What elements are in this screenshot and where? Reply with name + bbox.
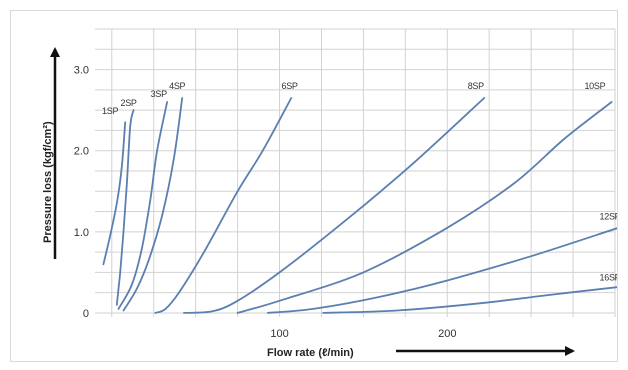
series-label-2sp: 2SP (120, 98, 136, 108)
series-line-16sp (322, 286, 617, 314)
y-tick-labels: 0 1.0 2.0 3.0 (74, 65, 89, 320)
series-label-1sp: 1SP (102, 106, 118, 116)
series-line-10sp (236, 101, 613, 314)
series-line-1sp (102, 121, 127, 266)
series-label-6sp: 6SP (282, 81, 298, 91)
x-tick-label: 200 (438, 328, 456, 340)
series-label-16sp: 16SP (600, 272, 617, 282)
series-label-12sp: 12SP (600, 212, 617, 222)
y-tick-label: 2.0 (74, 146, 89, 158)
grid (95, 28, 616, 317)
series-label-8sp: 8SP (468, 81, 484, 91)
series-line-2sp (115, 109, 135, 306)
x-axis-label: Flow rate (ℓ/min) (267, 347, 354, 359)
series-label-10sp: 10SP (584, 81, 605, 91)
y-tick-label: 1.0 (74, 227, 89, 239)
series-line-8sp (183, 97, 486, 314)
series-line-6sp (154, 97, 293, 314)
y-tick-label: 3.0 (74, 65, 89, 77)
series-line-12sp (266, 227, 617, 314)
y-tick-label: 0 (83, 308, 89, 320)
series-label-3sp: 3SP (151, 89, 167, 99)
y-axis-label: Pressure loss (kgf/cm²) (42, 121, 54, 243)
series-lines (102, 97, 617, 314)
x-tick-label: 100 (270, 328, 288, 340)
series-line-4sp (122, 97, 184, 312)
series-label-4sp: 4SP (169, 81, 185, 91)
series-line-3sp (117, 101, 168, 310)
x-tick-labels: 100 200 (270, 328, 456, 340)
